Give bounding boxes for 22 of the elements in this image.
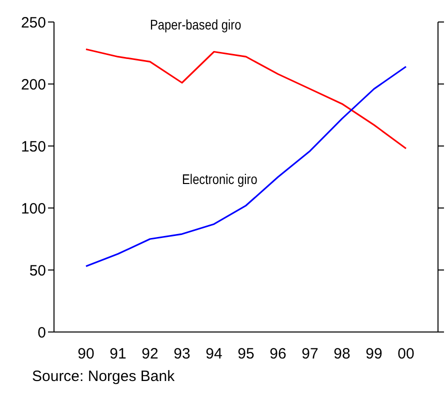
series-label: Paper-based giro bbox=[150, 16, 242, 33]
y-tick-label: 250 bbox=[20, 14, 46, 32]
series-label: Electronic giro bbox=[182, 171, 258, 188]
x-tick-label: 95 bbox=[238, 346, 254, 363]
source-note: Source: Norges Bank bbox=[32, 368, 176, 385]
line-series bbox=[85, 66, 407, 268]
x-tick-label: 90 bbox=[78, 346, 94, 363]
y-tick-label: 50 bbox=[29, 262, 46, 280]
y-tick-label: 0 bbox=[38, 324, 46, 342]
x-tick-label: 97 bbox=[302, 346, 318, 363]
x-tick-label: 00 bbox=[398, 346, 414, 363]
y-tick-label: 100 bbox=[20, 200, 46, 218]
x-tick-label: 91 bbox=[110, 346, 126, 363]
x-tick-label: 92 bbox=[142, 346, 158, 363]
y-tick-label: 150 bbox=[20, 138, 46, 156]
x-tick-label: 99 bbox=[366, 346, 382, 363]
x-tick-label: 96 bbox=[270, 346, 286, 363]
y-tick-label: 200 bbox=[20, 76, 46, 94]
x-tick-label: 94 bbox=[206, 346, 222, 363]
x-tick-label: 93 bbox=[174, 346, 190, 363]
line-series bbox=[85, 48, 407, 150]
x-tick-label: 98 bbox=[334, 346, 350, 363]
